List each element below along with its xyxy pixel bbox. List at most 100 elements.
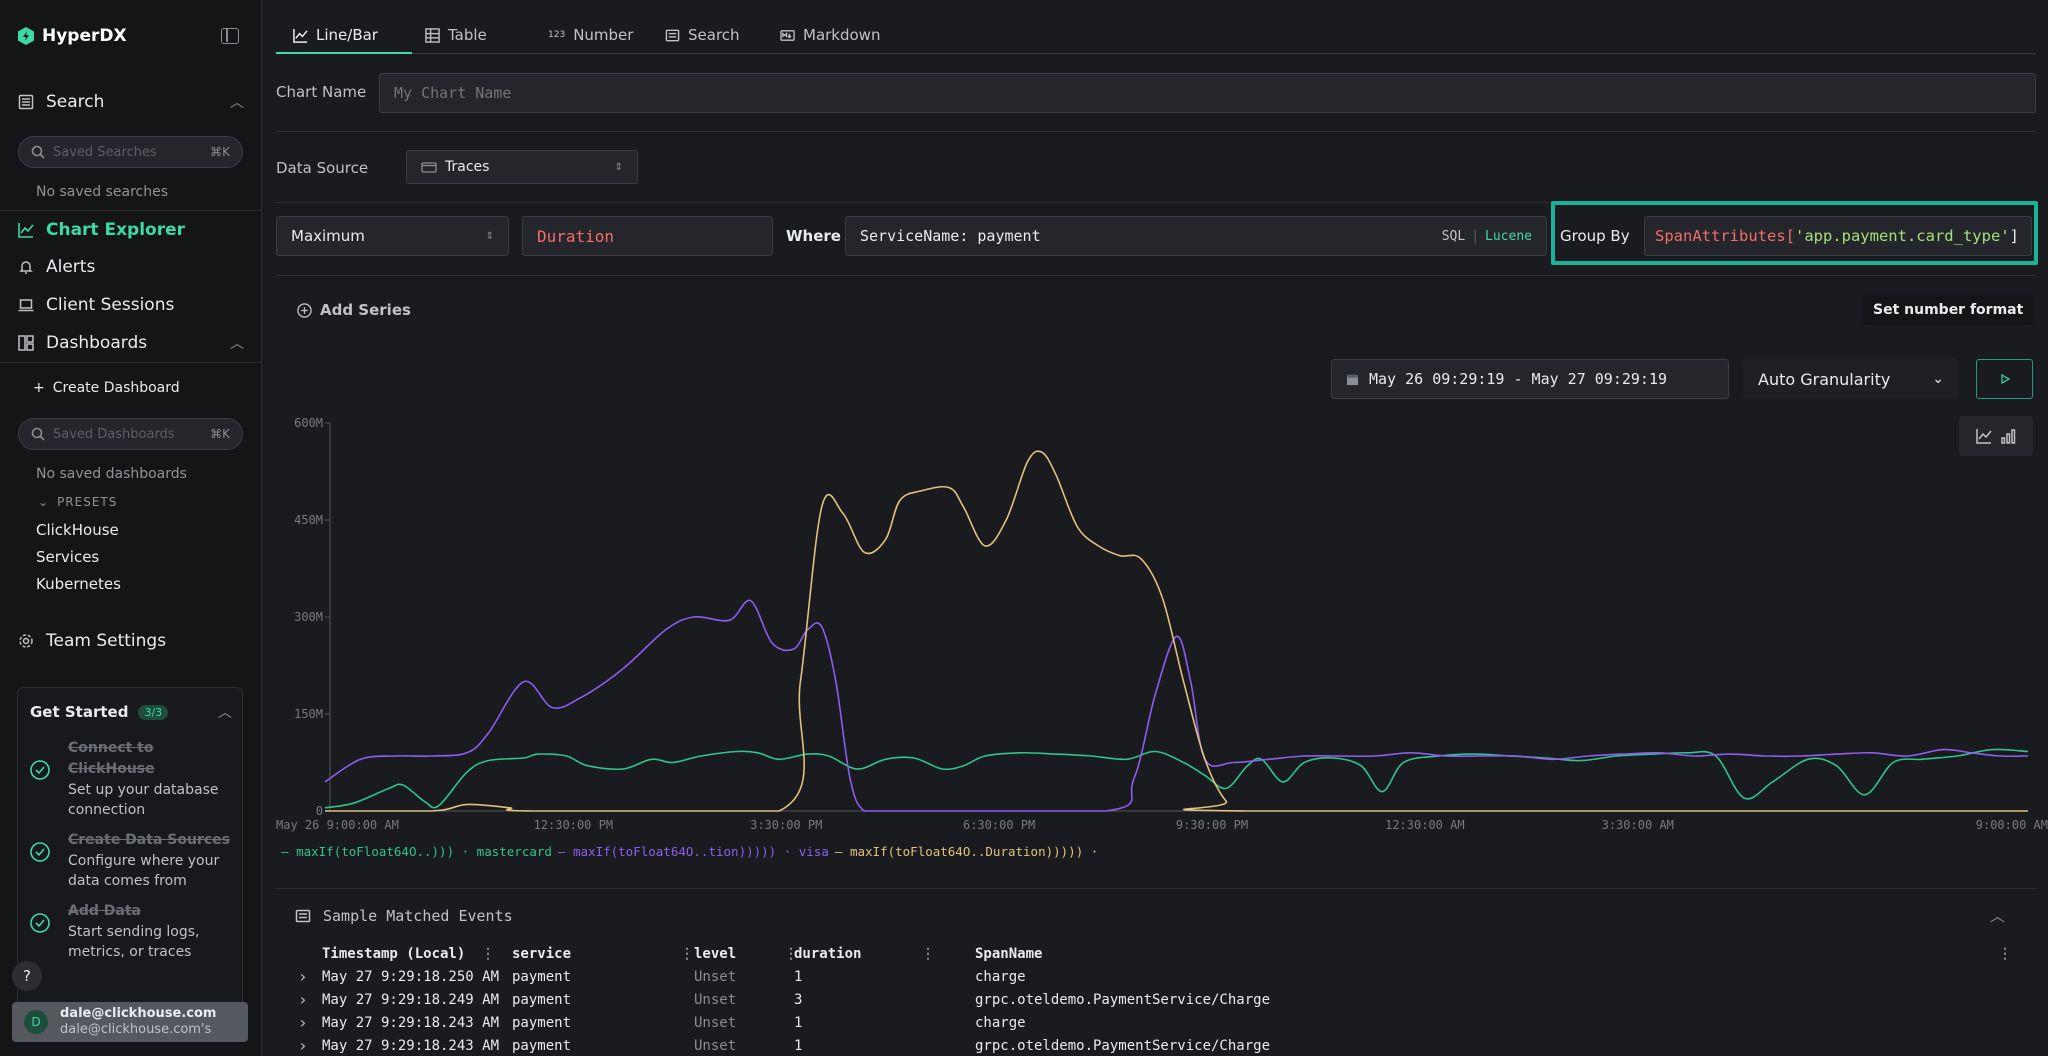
- nav-dashboards[interactable]: Dashboards ︿: [18, 333, 244, 353]
- group-by-end: ]: [2009, 227, 2019, 245]
- group-by-input[interactable]: SpanAttributes['app.payment.card_type']: [1644, 216, 2032, 256]
- granularity-select[interactable]: Auto Granularity ⌄: [1743, 359, 1959, 399]
- number-icon: 123: [548, 30, 566, 40]
- brand[interactable]: HyperDX: [18, 26, 127, 46]
- legend-item[interactable]: — maxIf(toFloat64O..Duration))))) ·: [835, 844, 1098, 859]
- run-query-button[interactable]: [1976, 359, 2033, 399]
- progress-badge: 3/3: [138, 704, 169, 720]
- tab-markdown[interactable]: Markdown: [780, 18, 880, 52]
- tab-search[interactable]: Search: [665, 18, 740, 52]
- nav-team-settings[interactable]: Team Settings: [18, 631, 166, 651]
- step-desc: Start sending logs, metrics, or traces: [68, 924, 200, 960]
- group-by-fn: SpanAttributes[: [1655, 227, 1795, 245]
- series-line-1: [324, 599, 2029, 812]
- where-label: Where: [786, 227, 841, 245]
- brand-name: HyperDX: [42, 26, 127, 46]
- nav-search[interactable]: Search ︿: [18, 92, 244, 112]
- line-chart-icon[interactable]: [1976, 428, 1992, 444]
- chart-editor: Line/Bar Table 123 Number Search Markdow…: [263, 0, 2048, 1056]
- preset-item[interactable]: ClickHouse: [36, 521, 119, 539]
- chevron-up-icon[interactable]: ︿: [230, 95, 244, 111]
- chart-type-tabs: Line/Bar Table 123 Number Search Markdow…: [276, 18, 2036, 54]
- check-circle-icon: [30, 760, 50, 780]
- table-icon: [425, 27, 440, 43]
- chevron-up-icon[interactable]: ︿: [218, 705, 232, 721]
- column-menu-icon[interactable]: ⋮: [784, 946, 798, 962]
- legend-item[interactable]: — maxIf(toFloat64O..tion))))) · visa: [558, 844, 829, 859]
- chevron-up-icon[interactable]: ︿: [1989, 907, 2005, 925]
- column-header[interactable]: SpanName: [975, 946, 1043, 962]
- column-header[interactable]: duration: [794, 946, 862, 962]
- table-cell: May 27 9:29:18.243 AM: [322, 1038, 500, 1054]
- saved-searches-input[interactable]: Saved Searches ⌘K: [18, 136, 243, 168]
- legend-label: maxIf(toFloat64O..Duration))))) ·: [849, 844, 1099, 859]
- column-menu-icon[interactable]: ⋮: [921, 946, 935, 962]
- divider: [276, 888, 2036, 889]
- x-tick-label: 12:30:00 PM: [534, 818, 613, 832]
- bar-chart-icon[interactable]: [2000, 428, 2016, 444]
- sample-events-header[interactable]: Sample Matched Events ︿: [295, 905, 2035, 926]
- table-cell: 3: [794, 992, 803, 1008]
- where-input[interactable]: ServiceName: payment SQL | Lucene: [845, 216, 1547, 256]
- column-header[interactable]: Timestamp (Local): [322, 946, 466, 962]
- x-tick-label: May 26 9:00:00 AM: [276, 818, 399, 832]
- nav-dashboards-label: Dashboards: [46, 333, 148, 353]
- display-type-toggle[interactable]: [1959, 416, 2033, 456]
- check-circle-icon: [30, 842, 50, 862]
- data-source-select[interactable]: Traces ⇕: [406, 150, 638, 184]
- divider: [276, 202, 2036, 203]
- tab-label: Number: [573, 26, 634, 44]
- legend-item[interactable]: — maxIf(toFloat64O..))) · mastercard: [281, 844, 552, 859]
- field-input[interactable]: Duration: [522, 216, 773, 256]
- search-icon: [31, 145, 45, 159]
- aggregation-select[interactable]: Maximum ⇕: [276, 216, 509, 256]
- play-icon: [2000, 374, 2010, 384]
- expand-row-icon[interactable]: ›: [298, 990, 308, 1009]
- tab-table[interactable]: Table: [425, 18, 487, 52]
- column-menu-icon[interactable]: ⋮: [680, 946, 694, 962]
- x-tick-label: 9:30:00 PM: [1176, 818, 1248, 832]
- sql-toggle[interactable]: SQL: [1441, 228, 1466, 244]
- time-range-input[interactable]: May 26 09:29:19 - May 27 09:29:19: [1331, 359, 1729, 399]
- expand-row-icon[interactable]: ›: [298, 1013, 308, 1032]
- add-series-button[interactable]: Add Series: [297, 301, 411, 319]
- help-button[interactable]: ?: [12, 961, 42, 991]
- expand-row-icon[interactable]: ›: [298, 967, 308, 986]
- list-icon: [295, 909, 311, 922]
- toggle-separator: |: [1471, 228, 1480, 244]
- saved-dashboards-input[interactable]: Saved Dashboards ⌘K: [18, 418, 243, 450]
- user-menu[interactable]: D dale@clickhouse.com dale@clickhouse.co…: [12, 1002, 248, 1042]
- column-menu-icon[interactable]: ⋮: [1998, 946, 2012, 962]
- time-range-value: May 26 09:29:19 - May 27 09:29:19: [1369, 370, 1668, 388]
- create-dashboard-button[interactable]: + Create Dashboard: [33, 380, 180, 396]
- tab-number[interactable]: 123 Number: [548, 18, 633, 52]
- plus-circle-icon: [297, 302, 312, 318]
- preset-item[interactable]: Kubernetes: [36, 575, 121, 593]
- expand-row-icon[interactable]: ›: [298, 1036, 308, 1055]
- column-menu-icon[interactable]: ⋮: [481, 946, 495, 962]
- presets-toggle[interactable]: ⌄ PRESETS: [38, 495, 117, 509]
- set-number-format-button[interactable]: Set number format: [1863, 295, 2034, 325]
- get-started-title: Get Started: [30, 703, 129, 721]
- column-header[interactable]: service: [512, 946, 572, 962]
- preset-item[interactable]: Services: [36, 548, 100, 566]
- nav-chart-explorer[interactable]: Chart Explorer: [18, 220, 185, 240]
- table-cell: payment: [512, 1038, 572, 1054]
- nav-client-sessions[interactable]: Client Sessions: [18, 295, 174, 315]
- nav-alerts[interactable]: Alerts: [18, 257, 95, 277]
- search-list-icon: [18, 94, 34, 110]
- collapse-sidebar-icon[interactable]: [221, 28, 239, 44]
- search-list-icon: [665, 29, 680, 41]
- gear-icon: [19, 634, 33, 648]
- divider: [0, 362, 262, 363]
- select-chevron-icon: ⇕: [614, 161, 623, 173]
- chart-name-input[interactable]: [379, 73, 2036, 113]
- line-chart-icon: [293, 28, 308, 43]
- chart-name-label: Chart Name: [276, 83, 367, 101]
- create-dashboard-label: Create Dashboard: [52, 380, 180, 396]
- events-table: Timestamp (Local) ⋮ service ⋮ level ⋮ du…: [298, 946, 2038, 1056]
- column-header[interactable]: level: [694, 946, 737, 962]
- lucene-toggle[interactable]: Lucene: [1485, 228, 1532, 244]
- chevron-up-icon[interactable]: ︿: [230, 336, 244, 352]
- tab-line-bar[interactable]: Line/Bar: [276, 18, 412, 54]
